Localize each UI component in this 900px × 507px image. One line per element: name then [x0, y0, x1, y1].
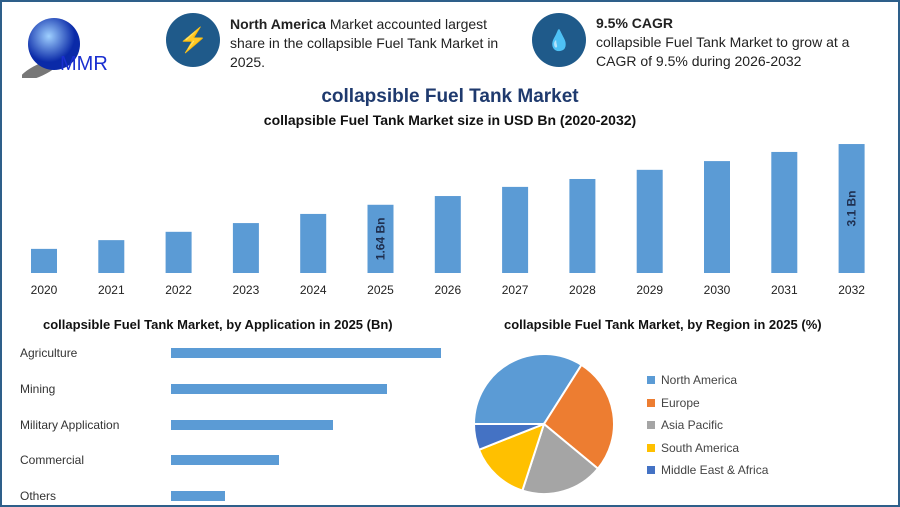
pie-slice-europe [542, 363, 615, 471]
x-tick-label: 2031 [771, 283, 798, 297]
legend-item: South America [647, 441, 739, 455]
pie-slice-south-america [477, 422, 546, 492]
x-tick-label: 2028 [569, 283, 596, 297]
info-cagr: 9.5% CAGR collapsible Fuel Tank Market to… [596, 15, 850, 69]
legend-swatch [647, 466, 655, 475]
x-tick-label: 2024 [300, 283, 327, 297]
legend-label: Middle East & Africa [661, 463, 769, 478]
category-label: Commercial [20, 453, 85, 468]
category-label: Others [20, 489, 57, 504]
legend-item: North America [647, 373, 737, 387]
lightning-icon: ⚡ [166, 13, 220, 67]
data-label: 1.64 Bn [374, 218, 388, 261]
bar-agriculture [171, 348, 441, 358]
region-pie-chart [472, 353, 615, 495]
bar-chart-title: collapsible Fuel Tank Market size in USD… [263, 112, 637, 128]
bar-2023 [232, 223, 259, 273]
bar-2020 [31, 248, 57, 273]
legend-label: Europe [661, 395, 700, 410]
legend-label: Asia Pacific [661, 418, 724, 433]
bar-mining [171, 383, 387, 394]
bar-2028 [569, 178, 596, 273]
page-title: collapsible Fuel Tank Market [321, 86, 579, 107]
data-label: 3.1 Bn [845, 191, 859, 227]
svg-text:MMR: MMR [60, 53, 108, 75]
bar-2027 [502, 186, 529, 273]
flame-drop-icon: 💧 [532, 13, 586, 67]
x-tick-label: 2032 [838, 283, 865, 297]
x-tick-label: 2029 [636, 283, 663, 297]
bar-2024 [300, 213, 327, 273]
bar-2025 [367, 204, 394, 273]
pie-slice-asia-pacific [521, 422, 600, 495]
pie-slice-middle-east-africa [472, 423, 545, 452]
legend-label: South America [661, 440, 740, 455]
x-tick-label: 2030 [704, 283, 731, 297]
bar-commercial [171, 455, 279, 466]
x-tick-label: 2023 [233, 283, 260, 297]
bar-others [171, 491, 225, 502]
category-label: Mining [20, 381, 56, 396]
legend-item: Middle East & Africa [647, 463, 768, 477]
x-tick-label: 2022 [165, 283, 192, 297]
bar-2026 [434, 196, 461, 273]
legend-swatch [647, 443, 655, 452]
legend-label: North America [661, 373, 738, 387]
category-label: Military Application [20, 417, 120, 432]
region-chart-title: collapsible Fuel Tank Market, by Region … [504, 317, 822, 332]
legend-swatch [647, 376, 655, 384]
x-tick-label: 2025 [367, 283, 394, 297]
legend-item: Europe [647, 396, 700, 410]
x-tick-label: 2027 [502, 283, 529, 297]
bar-2031 [771, 151, 798, 273]
x-tick-label: 2020 [31, 283, 58, 297]
legend-item: Asia Pacific [647, 418, 723, 432]
market-size-bar-chart: 2020 2021 2022 2023 2024 2025 1.64 Bn 2026 2027 2… [31, 144, 865, 297]
bar-2030 [704, 161, 730, 273]
mmr-logo: MMR [22, 18, 108, 78]
info-north-america: North America Market accounted largest s… [230, 16, 499, 70]
bar-military-application [171, 419, 333, 430]
application-chart-title: collapsible Fuel Tank Market, by Applica… [43, 317, 393, 332]
bar-2032 [838, 144, 865, 273]
legend-swatch [647, 398, 655, 407]
x-tick-label: 2026 [434, 283, 461, 297]
bar-2022 [165, 231, 192, 273]
x-tick-label: 2021 [98, 283, 125, 297]
category-label: Agriculture [20, 346, 78, 360]
legend-swatch [647, 421, 655, 430]
bar-2021 [98, 240, 125, 273]
bar-2029 [636, 169, 663, 273]
